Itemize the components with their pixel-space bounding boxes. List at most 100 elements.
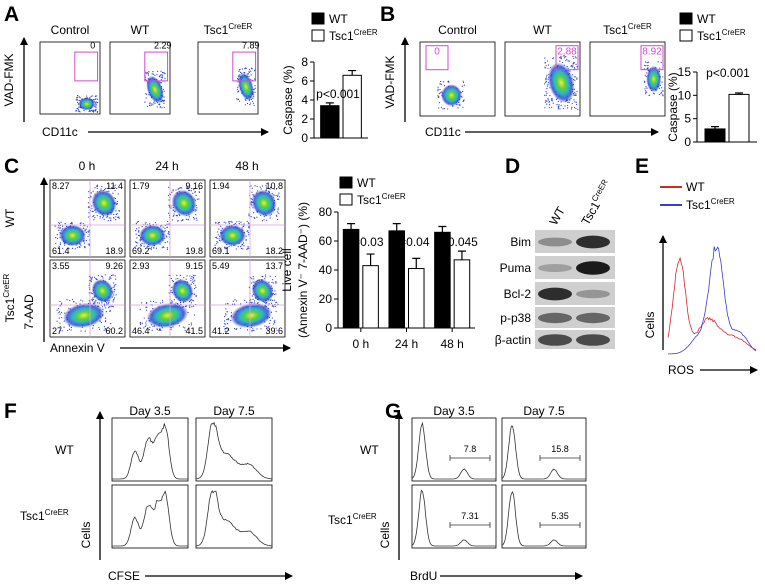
legend-label: Tsc1CreER xyxy=(697,28,746,43)
event-dot xyxy=(179,301,182,304)
event-dot xyxy=(544,107,546,109)
event-dot xyxy=(94,217,96,219)
legend-label-name: WT xyxy=(329,12,348,26)
event-dot xyxy=(135,228,138,230)
event-dot xyxy=(214,244,216,246)
quadrant-value: 2.93 xyxy=(132,261,150,271)
event-dot xyxy=(105,328,107,331)
event-dot xyxy=(195,217,197,219)
event-dot xyxy=(105,311,108,313)
event-dot xyxy=(218,228,220,230)
event-dot xyxy=(246,230,248,232)
event-dot xyxy=(146,320,148,322)
density xyxy=(146,302,189,329)
y-axis-label: Cells xyxy=(79,522,93,549)
event-dot xyxy=(147,73,149,75)
event-dot xyxy=(224,328,226,330)
event-dot xyxy=(116,200,119,203)
event-dot xyxy=(76,97,78,99)
event-dot xyxy=(272,299,274,301)
event-dot xyxy=(560,55,562,58)
blot-band xyxy=(538,312,572,324)
event-dot xyxy=(59,313,61,315)
event-dot xyxy=(462,106,464,108)
event-dot xyxy=(565,56,567,58)
row-label: Tsc1CreER xyxy=(20,508,69,523)
event-dot xyxy=(146,93,148,95)
event-dot xyxy=(176,214,178,216)
column-header: Tsc1CreER xyxy=(204,22,253,37)
event-dot xyxy=(68,247,70,249)
event-dot xyxy=(190,302,192,304)
event-dot xyxy=(136,245,138,247)
gate-value: 8.92 xyxy=(642,47,662,58)
event-dot xyxy=(90,95,92,98)
event-dot xyxy=(91,205,93,207)
event-dot xyxy=(88,292,90,294)
event-dot xyxy=(152,300,155,303)
event-dot xyxy=(269,186,272,189)
event-dot xyxy=(116,202,119,205)
event-dot xyxy=(644,74,646,76)
event-dot xyxy=(101,275,103,277)
event-dot xyxy=(56,320,58,322)
event-dot xyxy=(241,243,243,246)
event-dot xyxy=(118,216,120,218)
event-dot xyxy=(94,109,96,111)
event-dot xyxy=(562,107,565,110)
event-dot xyxy=(275,282,277,284)
column-header: Control xyxy=(438,23,477,37)
event-dot xyxy=(79,111,81,113)
event-dot xyxy=(76,98,78,100)
error-bar xyxy=(392,223,401,231)
event-dot xyxy=(250,70,252,72)
plot-frame xyxy=(411,417,497,482)
event-dot xyxy=(439,89,441,91)
density xyxy=(171,278,194,303)
event-dot xyxy=(253,70,256,72)
event-dot xyxy=(109,328,111,331)
error-bar xyxy=(325,102,334,106)
event-dot xyxy=(64,244,66,246)
event-dot xyxy=(115,218,117,221)
event-dot xyxy=(218,221,220,223)
event-dot xyxy=(141,242,143,244)
event-dot xyxy=(59,330,61,332)
event-dot xyxy=(93,301,96,303)
event-dot xyxy=(644,64,646,67)
legend-label: WT xyxy=(357,176,376,190)
gate-value: 0 xyxy=(90,40,95,50)
event-dot xyxy=(246,329,249,331)
gate-value: 2.29 xyxy=(154,40,172,50)
event-dot xyxy=(100,322,102,324)
event-dot xyxy=(252,298,254,300)
quadrant-value: 13.7 xyxy=(265,261,283,271)
density xyxy=(230,302,273,329)
quadrant-value: 27 xyxy=(52,326,62,336)
event-dot xyxy=(114,288,116,291)
event-dot xyxy=(570,108,573,110)
x-tick-label: 24 h xyxy=(395,337,418,351)
event-dot xyxy=(250,74,252,76)
event-dot xyxy=(657,61,659,63)
event-dot xyxy=(148,71,150,73)
event-dot xyxy=(574,76,576,78)
event-dot xyxy=(192,299,194,301)
event-dot xyxy=(112,286,114,288)
event-dot xyxy=(462,80,464,82)
event-dot xyxy=(170,277,172,280)
event-dot xyxy=(644,61,647,63)
event-dot xyxy=(160,329,162,332)
event-dot xyxy=(439,92,441,94)
event-dot xyxy=(103,305,106,307)
event-dot xyxy=(269,188,271,190)
event-dot xyxy=(159,104,161,106)
event-dot xyxy=(57,308,60,310)
event-dot xyxy=(58,229,60,232)
event-dot xyxy=(83,227,85,229)
event-dot xyxy=(93,219,95,221)
event-dot xyxy=(154,102,156,104)
quadrant-value: 69.1 xyxy=(212,246,230,256)
event-dot xyxy=(236,88,239,90)
event-dot xyxy=(238,220,240,223)
